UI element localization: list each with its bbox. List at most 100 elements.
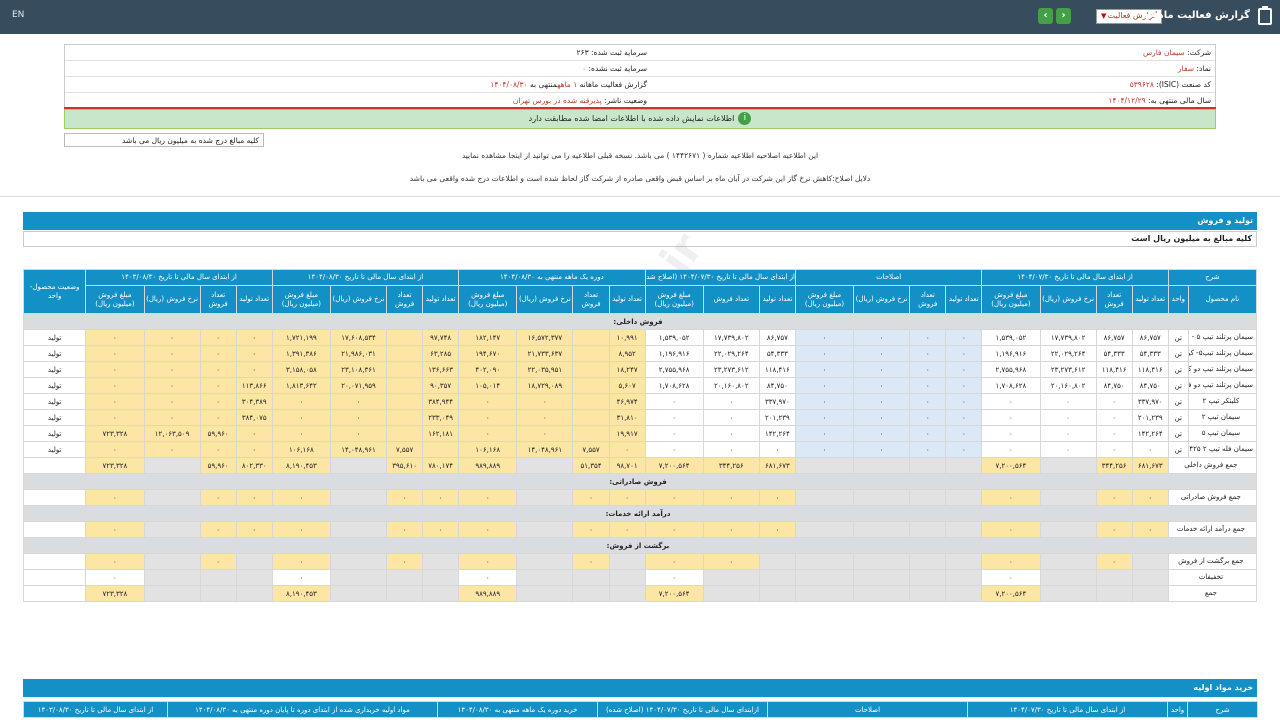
column-header: واحد (1167, 285, 1189, 314)
table-cell: ۱۹۴,۶۷۰ (458, 345, 518, 362)
product-name: سیمان پرتلند تیپ دو کیسه ای (1187, 361, 1258, 378)
table-cell: ۰ (702, 553, 760, 570)
table-cell (702, 585, 760, 602)
table-cell: ۳۸۴,۰۷۵ (235, 409, 273, 426)
table-cell: ۰ (644, 569, 704, 586)
table-cell: ۱۴۲,۲۶۴ (758, 425, 796, 442)
table-cell: ۰ (644, 553, 704, 570)
col-status: وضعیت محصول-واحد (22, 269, 87, 314)
table-cell: ۰ (945, 361, 983, 378)
table-cell: ۱۶,۵۷۲,۳۷۷ (516, 329, 574, 346)
product-unit: تن (1167, 361, 1189, 378)
table-cell (794, 457, 855, 474)
table-cell: ۰ (422, 489, 460, 506)
table-cell: ۱,۵۳۹,۰۵۲ (644, 329, 704, 346)
table-cell: ۲۱,۹۸۶,۰۳۱ (329, 345, 388, 362)
table-cell: ۰ (909, 377, 947, 394)
company-info: شرکت: سیمان فارس سرمایه ثبت شده: ۲۶۳ نما… (64, 44, 1216, 108)
table-cell: ۰ (794, 361, 855, 378)
table-cell: ۰ (235, 329, 273, 346)
table-row: سیمان پرتلند تیپ دو کیسه ایتن۱۱۸,۴۱۶۱۱۸,… (22, 361, 1258, 378)
table-cell: ۳۳۷,۹۷۰ (758, 393, 796, 410)
table-cell (199, 569, 237, 586)
table-cell: ۱,۷۰۸,۶۲۸ (644, 377, 704, 394)
table-cell (853, 489, 911, 506)
column-header: مبلغ فروش (میلیون ریال) (271, 285, 331, 314)
table-cell: ۰ (945, 345, 983, 362)
company-label: شرکت: (1187, 48, 1211, 57)
table-cell (572, 329, 610, 346)
table-row: جمع فروش صادراتی ۰ ۰ ۰ ۰ ۰ ۰ ۰ ۰ ۰ ۰ ۰ ۰ ۰ ۰ ۰ (22, 489, 1258, 506)
table-cell: ۰ (981, 409, 1041, 426)
table-cell (1039, 457, 1097, 474)
table-cell: ۰ (794, 377, 855, 394)
group-row: فروش داخلی: (23, 313, 1257, 330)
table-cell: ۰ (853, 329, 911, 346)
column-header: تعداد فروش (909, 285, 947, 314)
column-header: مبلغ فروش (میلیون ریال) (981, 285, 1041, 314)
table-cell: ۰ (644, 409, 704, 426)
table-header-row: شرح از ابتدای سال مالی تا تاریخ ۱۴۰۴/۰۷/… (22, 269, 1258, 314)
product-status: تولید (22, 361, 87, 378)
table-cell (386, 409, 424, 426)
table-cell: ۰ (981, 393, 1041, 410)
table-cell: ۱۲,۰۶۳,۵۰۹ (143, 425, 201, 442)
language-toggle[interactable]: EN (12, 10, 25, 20)
table-row: جمع ۷,۲۰۰,۵۶۴ ۷,۲۰۰,۵۶۴ ۹۸۹,۸۸۹ ۸,۱۹۰,۴۵۳ ۷۲۳… (22, 585, 1258, 602)
table-cell: ۱۴,۰۴۸,۹۶۱ (516, 441, 574, 458)
table-cell: ۰ (644, 521, 704, 538)
table-cell (853, 457, 911, 474)
table-cell (386, 393, 424, 410)
table-cell: ۰ (235, 489, 273, 506)
table-cell: ۰ (386, 553, 424, 570)
table-cell: ۲۰,۰۷۱,۹۵۹ (329, 377, 388, 394)
col-sharh: شرح (1167, 269, 1258, 286)
product-status: تولید (22, 345, 87, 362)
table-cell: ۰ (644, 441, 704, 458)
table-cell (1095, 569, 1133, 586)
column-header: تعداد تولید (422, 285, 460, 314)
symbol-label: نماد: (1196, 64, 1211, 73)
product-name: جمع فروش صادراتی (1167, 489, 1258, 506)
divider (64, 107, 1216, 109)
table-cell (329, 569, 388, 586)
table-cell: ۳,۱۵۸,۰۵۸ (271, 361, 331, 378)
table-cell (386, 377, 424, 394)
product-status (22, 521, 87, 538)
table-cell: ۱,۸۱۳,۶۴۲ (271, 377, 331, 394)
table-cell: ۰ (794, 329, 855, 346)
table-cell: ۰ (1095, 521, 1133, 538)
table-cell: ۰ (794, 425, 855, 442)
table-cell: ۰ (981, 569, 1041, 586)
product-name: سیمان پرتلند تیپ۵- کیسه ای (1187, 345, 1258, 362)
product-status: تولید (22, 329, 87, 346)
table-cell: ۴۶,۹۷۴ (608, 393, 646, 410)
next-button[interactable]: › (1056, 8, 1071, 24)
table-cell: ۰ (85, 345, 145, 362)
correction-notice[interactable]: این اطلاعیه اصلاحیه اطلاعیه شماره ( ۱۴۴۲… (461, 151, 819, 160)
table-cell (909, 521, 947, 538)
table-cell: ۰ (644, 425, 704, 442)
table-cell (909, 457, 947, 474)
capital-label: سرمایه ثبت شده: (591, 48, 647, 57)
table-cell: ۱,۷۰۸,۶۲۸ (981, 377, 1041, 394)
table-cell (758, 585, 796, 602)
table-header-row: شرح واحد از ابتدای سال مالی تا تاریخ ۱۴۰۴/… (23, 701, 1258, 718)
product-name: سیمان تیپ ۲ (1187, 409, 1258, 426)
table-cell: ۰ (702, 409, 760, 426)
table-cell: ۰ (85, 377, 145, 394)
col-group: اصلاحات (794, 269, 983, 286)
table-cell: ۸۶,۷۵۷ (1131, 329, 1169, 346)
table-cell (572, 585, 610, 602)
table-cell (945, 553, 983, 570)
table-cell (422, 585, 460, 602)
table-cell: ۰ (143, 441, 201, 458)
capital-value: ۲۶۳ (576, 48, 589, 57)
prev-button[interactable]: ‹ (1038, 8, 1053, 24)
report-type-select[interactable]: گزارش فعالیت ▼ (1096, 9, 1162, 24)
table-cell: ۱۷,۷۳۹,۸۰۲ (702, 329, 760, 346)
table-cell: ۸,۹۵۲ (608, 345, 646, 362)
table-cell: ۹۸۹,۸۸۹ (458, 457, 518, 474)
table-cell (386, 425, 424, 442)
table-cell: ۱,۳۹۱,۳۸۶ (271, 345, 331, 362)
